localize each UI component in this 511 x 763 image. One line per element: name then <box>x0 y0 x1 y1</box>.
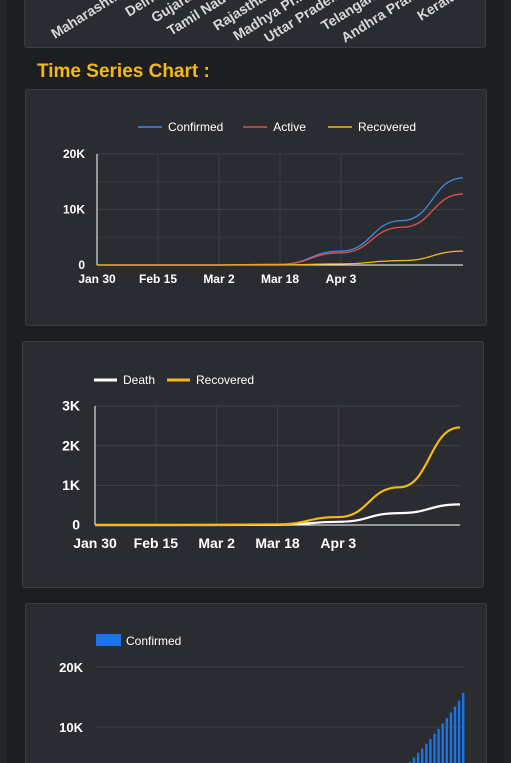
bar-confirmed <box>445 718 448 763</box>
y-tick-label: 20K <box>63 147 85 161</box>
x-tick-label: Mar 18 <box>261 272 299 286</box>
bar-confirmed <box>449 712 453 763</box>
cases-time-series-card: 0 10K 20K Jan 30 Feb 15 Mar 2 Mar 18 Apr 3 Confi… <box>25 89 487 326</box>
bar-confirmed <box>429 739 432 763</box>
legend-label: Death <box>123 373 155 387</box>
x-tick-label: Jan 30 <box>78 272 116 286</box>
legend-label: Recovered <box>358 120 416 134</box>
x-tick-label: Mar 2 <box>198 535 235 551</box>
y-tick-label: 1K <box>62 477 80 493</box>
series-line-recovered <box>95 426 461 527</box>
state-bar-chart-card: Maharashtra Delhi Gujarat Tamil Nadu Rajasth… <box>24 0 486 48</box>
x-tick-label: Jan 30 <box>73 535 117 551</box>
y-tick-label: 10K <box>63 203 85 217</box>
bar-confirmed <box>441 723 444 763</box>
y-tick-label: 0 <box>72 517 80 533</box>
dashboard-page: Maharashtra Delhi Gujarat Tamil Nadu Rajasth… <box>7 0 504 763</box>
cases-time-series-chart: 0 10K 20K Jan 30 Feb 15 Mar 2 Mar 18 Apr 3 Confi… <box>63 120 464 286</box>
legend-label: Confirmed <box>168 120 223 134</box>
category-label: Kerala <box>414 0 459 24</box>
legend-swatch <box>96 634 121 646</box>
bar-confirmed <box>408 761 412 763</box>
bar-confirmed <box>412 757 416 763</box>
x-tick-label: Feb 15 <box>139 272 177 286</box>
legend-label: Active <box>273 120 306 134</box>
bar-confirmed <box>437 728 440 763</box>
confirmed-bar-chart: 10K 20K Confirmed <box>59 634 465 763</box>
y-tick-label: 3K <box>62 398 80 414</box>
x-tick-label: Apr 3 <box>326 272 357 286</box>
bar-confirmed <box>421 748 424 763</box>
bar-confirmed <box>462 692 465 763</box>
bar-confirmed <box>433 733 436 763</box>
series-line-recovered <box>97 250 464 266</box>
confirmed-bar-card: 10K 20K Confirmed <box>25 603 487 763</box>
bar-confirmed <box>425 743 428 763</box>
bar-confirmed <box>457 700 461 763</box>
death-recovered-chart: 0 1K 2K 3K Jan 30 Feb 15 Mar 2 Mar 18 Apr 3 Death… <box>62 373 461 551</box>
legend-label: Recovered <box>196 373 254 387</box>
legend-label: Confirmed <box>126 634 181 648</box>
y-tick-label: 20K <box>59 660 83 675</box>
x-tick-label: Feb 15 <box>134 535 179 551</box>
bar-confirmed <box>453 706 457 763</box>
y-tick-label: 0 <box>78 258 85 272</box>
x-tick-label: Mar 18 <box>255 535 300 551</box>
x-tick-label: Apr 3 <box>320 535 356 551</box>
y-tick-label: 10K <box>59 720 83 735</box>
section-title: Time Series Chart : <box>37 61 210 82</box>
y-tick-label: 2K <box>62 437 80 453</box>
x-tick-label: Mar 2 <box>203 272 235 286</box>
category-label: Maharashtra <box>48 0 127 42</box>
bar-confirmed <box>416 752 420 763</box>
death-recovered-card: 0 1K 2K 3K Jan 30 Feb 15 Mar 2 Mar 18 Apr 3 Death… <box>22 341 484 588</box>
